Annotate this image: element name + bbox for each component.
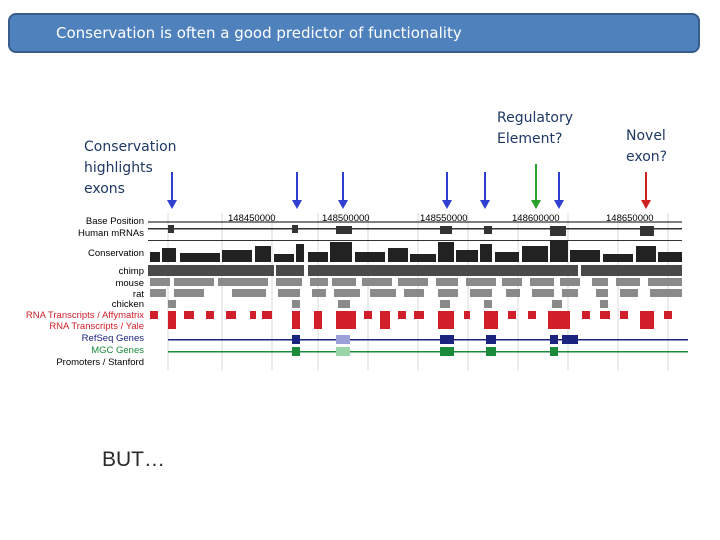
track-label: rat [133, 289, 144, 300]
track-label: RNA Transcripts / Yale [49, 321, 144, 332]
blue-arrow [338, 172, 348, 209]
green-arrow [531, 164, 541, 209]
novel-note: Novel exon? [626, 126, 667, 168]
regulatory-note-line: Element? [497, 131, 563, 147]
position-tick: 148500000 [322, 213, 370, 224]
novel-note-line: exon? [626, 149, 668, 165]
position-tick: 148550000 [420, 213, 468, 224]
slide-title: Conservation is often a good predictor o… [56, 24, 462, 42]
novel-note-line: Novel [626, 128, 666, 144]
track-label: chicken [112, 299, 144, 310]
title-bar: Conservation is often a good predictor o… [8, 13, 700, 53]
track-label: MGC Genes [91, 345, 144, 356]
track-label: RefSeq Genes [82, 333, 145, 344]
position-tick: 148650000 [606, 213, 654, 224]
blue-arrow [442, 172, 452, 209]
position-tick: 148450000 [228, 213, 276, 224]
conservation-note-line: highlights [84, 160, 153, 176]
blue-arrow [292, 172, 302, 209]
conservation-note: Conservation highlights exons [84, 137, 177, 200]
blue-arrow [480, 172, 490, 209]
conservation-note-line: exons [84, 181, 125, 197]
track-label: chimp [119, 266, 144, 277]
track-label: Human mRNAs [78, 228, 144, 239]
red-arrow [641, 172, 651, 209]
genome-browser: Base Position Human mRNAs Conservation c… [26, 213, 688, 370]
blue-arrow [554, 172, 564, 209]
track-label: mouse [115, 278, 144, 289]
track-label: Promoters / Stanford [56, 357, 144, 368]
position-tick: 148600000 [512, 213, 560, 224]
blue-arrow [167, 172, 177, 209]
but-text: BUT… [102, 448, 165, 471]
regulatory-note: Regulatory Element? [497, 108, 573, 150]
track-label: RNA Transcripts / Affymatrix [26, 310, 144, 321]
conservation-note-line: Conservation [84, 139, 177, 155]
regulatory-note-line: Regulatory [497, 110, 574, 126]
track-label: Base Position [86, 216, 144, 227]
track-label: Conservation [88, 248, 144, 259]
